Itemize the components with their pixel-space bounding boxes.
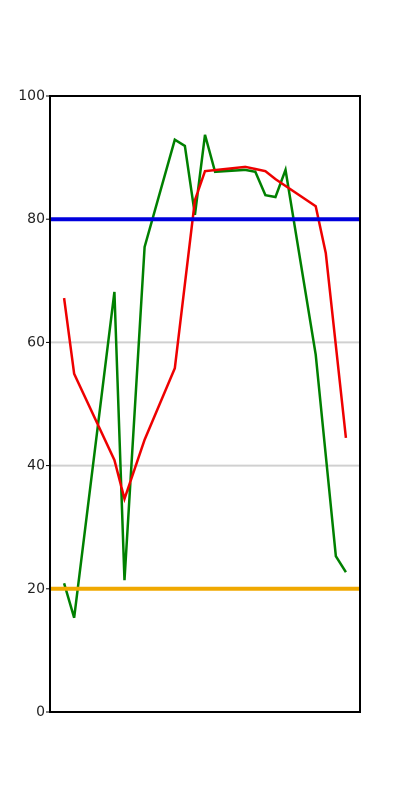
y-tick-label: 80 (27, 211, 45, 227)
plot-frame (49, 95, 361, 713)
y-tick-label: 20 (27, 581, 45, 597)
y-tick-label: 0 (36, 704, 45, 720)
y-tick-label: 100 (18, 88, 45, 104)
y-tick-label: 40 (27, 458, 45, 474)
line-series (62, 134, 347, 619)
y-tick-label: 60 (27, 334, 45, 350)
line-series (62, 165, 348, 504)
